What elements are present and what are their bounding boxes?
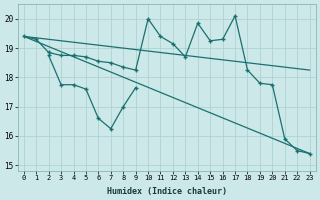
X-axis label: Humidex (Indice chaleur): Humidex (Indice chaleur)	[107, 187, 227, 196]
